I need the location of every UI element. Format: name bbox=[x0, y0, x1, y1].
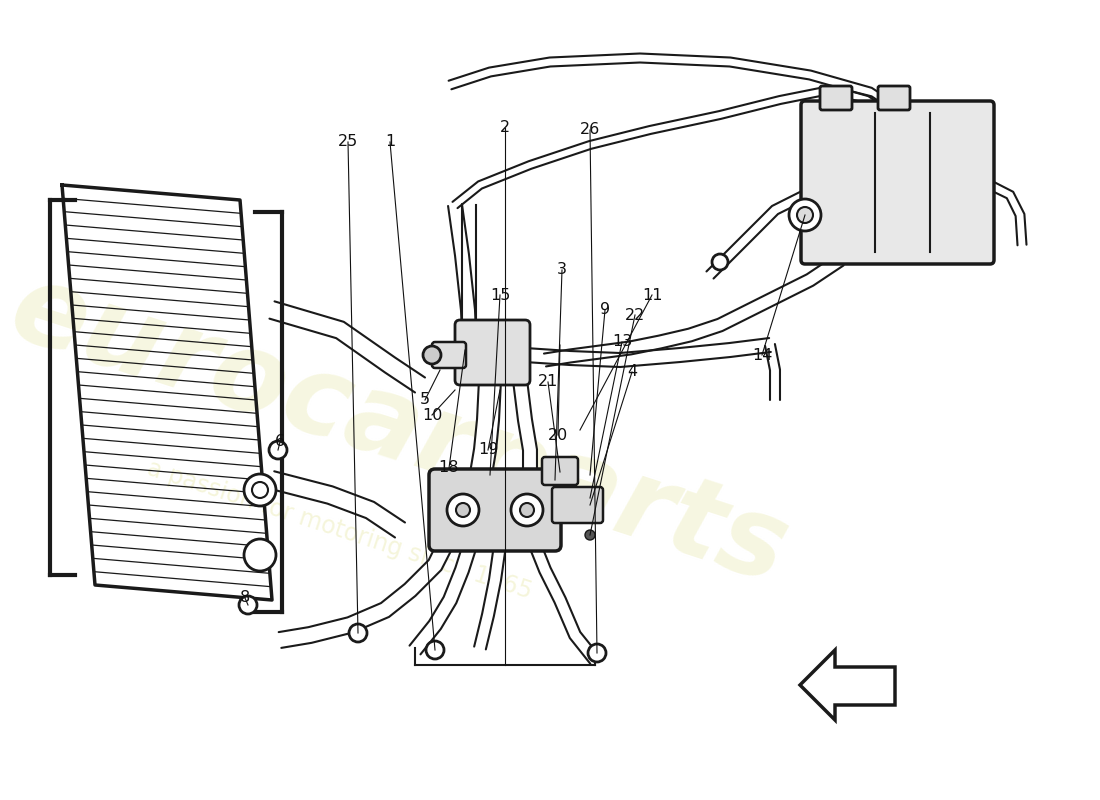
Polygon shape bbox=[448, 204, 477, 355]
Circle shape bbox=[798, 207, 813, 223]
Circle shape bbox=[712, 254, 728, 270]
Polygon shape bbox=[529, 542, 600, 664]
Text: 3: 3 bbox=[557, 262, 566, 278]
Polygon shape bbox=[766, 344, 780, 400]
Text: 2: 2 bbox=[499, 121, 510, 135]
Circle shape bbox=[349, 624, 367, 642]
Polygon shape bbox=[988, 181, 1026, 246]
Circle shape bbox=[789, 199, 821, 231]
Circle shape bbox=[588, 644, 606, 662]
Text: 26: 26 bbox=[580, 122, 601, 138]
Circle shape bbox=[244, 539, 276, 571]
Text: 6: 6 bbox=[275, 434, 285, 450]
Text: 9: 9 bbox=[600, 302, 610, 318]
Text: 4: 4 bbox=[627, 365, 637, 379]
Text: 20: 20 bbox=[548, 427, 568, 442]
Text: 1: 1 bbox=[385, 134, 395, 150]
Polygon shape bbox=[544, 254, 844, 366]
Text: 13: 13 bbox=[612, 334, 632, 350]
Text: 10: 10 bbox=[421, 407, 442, 422]
Text: 5: 5 bbox=[420, 393, 430, 407]
Polygon shape bbox=[800, 650, 895, 720]
FancyBboxPatch shape bbox=[801, 101, 994, 264]
Circle shape bbox=[426, 641, 444, 659]
Circle shape bbox=[252, 482, 268, 498]
Polygon shape bbox=[452, 86, 830, 208]
FancyBboxPatch shape bbox=[878, 86, 910, 110]
Text: 8: 8 bbox=[240, 590, 250, 606]
Circle shape bbox=[239, 596, 257, 614]
Polygon shape bbox=[278, 542, 452, 648]
FancyBboxPatch shape bbox=[820, 86, 852, 110]
Polygon shape bbox=[409, 543, 476, 654]
Circle shape bbox=[424, 346, 441, 364]
Text: 25: 25 bbox=[338, 134, 359, 150]
Text: 21: 21 bbox=[538, 374, 558, 390]
Text: a passion for motoring since 1965: a passion for motoring since 1965 bbox=[144, 456, 536, 604]
Text: 15: 15 bbox=[490, 287, 510, 302]
Circle shape bbox=[512, 494, 543, 526]
FancyBboxPatch shape bbox=[429, 469, 561, 551]
Text: 11: 11 bbox=[641, 287, 662, 302]
Circle shape bbox=[270, 441, 287, 459]
Text: 14: 14 bbox=[751, 347, 772, 362]
Circle shape bbox=[244, 474, 276, 506]
Polygon shape bbox=[270, 302, 425, 393]
FancyBboxPatch shape bbox=[455, 320, 530, 385]
Circle shape bbox=[520, 503, 534, 517]
FancyBboxPatch shape bbox=[542, 457, 578, 485]
Polygon shape bbox=[525, 338, 771, 367]
Polygon shape bbox=[829, 86, 914, 146]
Polygon shape bbox=[513, 379, 537, 480]
Polygon shape bbox=[706, 190, 807, 278]
Text: 18: 18 bbox=[439, 461, 460, 475]
Text: 19: 19 bbox=[477, 442, 498, 458]
Polygon shape bbox=[474, 544, 506, 650]
FancyBboxPatch shape bbox=[552, 487, 603, 523]
Circle shape bbox=[585, 530, 595, 540]
Polygon shape bbox=[449, 54, 908, 118]
Circle shape bbox=[456, 503, 470, 517]
FancyBboxPatch shape bbox=[432, 342, 466, 368]
Circle shape bbox=[447, 494, 478, 526]
Polygon shape bbox=[270, 471, 405, 538]
Polygon shape bbox=[469, 379, 500, 482]
Text: 22: 22 bbox=[625, 307, 645, 322]
Text: eurocarparts: eurocarparts bbox=[0, 254, 802, 606]
